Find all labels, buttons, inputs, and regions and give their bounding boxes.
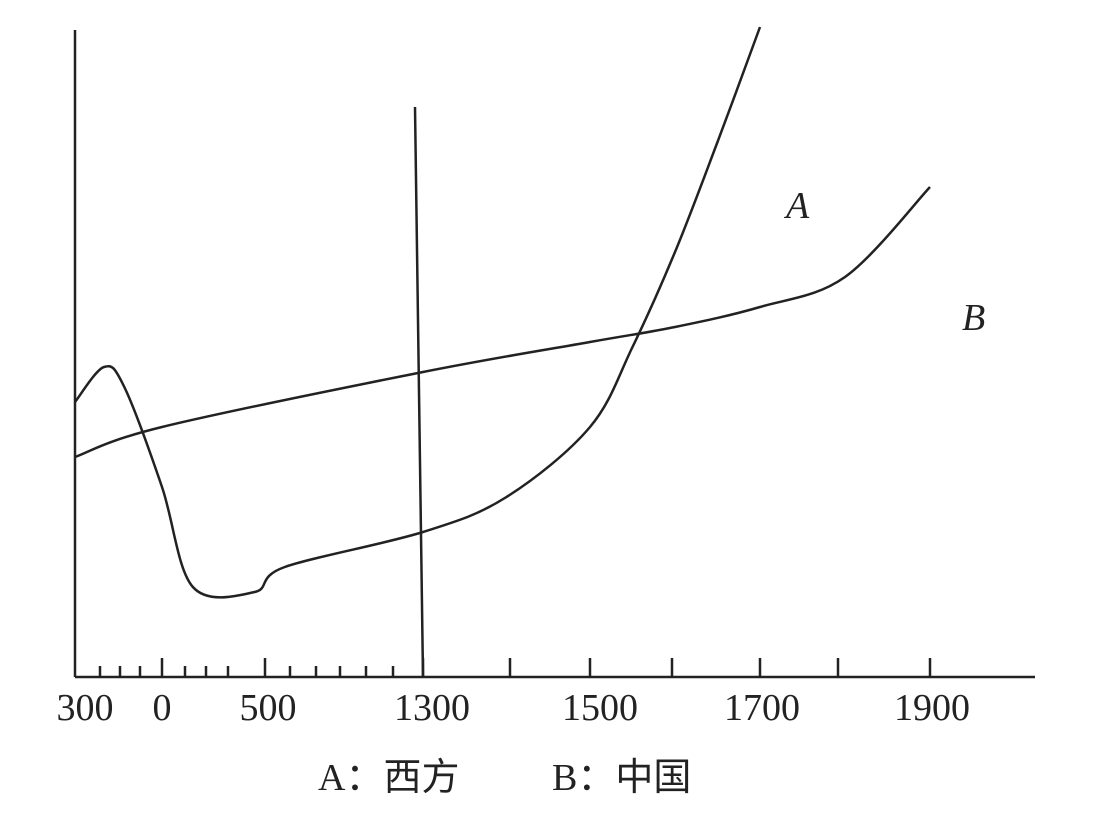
x-tick-label: 300 [57, 687, 114, 729]
x-tick-label: 0 [153, 687, 172, 729]
x-tick-label: 1900 [894, 687, 970, 729]
x-tick-label: 500 [240, 687, 297, 729]
series-B-label: B [962, 297, 985, 339]
x-tick-label: 1300 [394, 687, 470, 729]
series-B-line [74, 186, 931, 459]
axes [73, 30, 1035, 679]
legend: A：西方 B：中国 [318, 757, 691, 799]
x-tick-label: 1500 [562, 687, 638, 729]
x-tick-label: 1700 [724, 687, 800, 729]
series-A-line [74, 26, 762, 599]
major-ticks [160, 658, 932, 677]
legend-item-A: A：西方 [318, 757, 459, 799]
series-A-label: A [783, 185, 810, 227]
minor-ticks [98, 666, 395, 677]
marker-line-1300 [413, 106, 425, 678]
legend-item-B: B：中国 [552, 757, 691, 799]
x-tick-labels: 300 0 500 1300 1500 1700 1900 [57, 687, 971, 729]
